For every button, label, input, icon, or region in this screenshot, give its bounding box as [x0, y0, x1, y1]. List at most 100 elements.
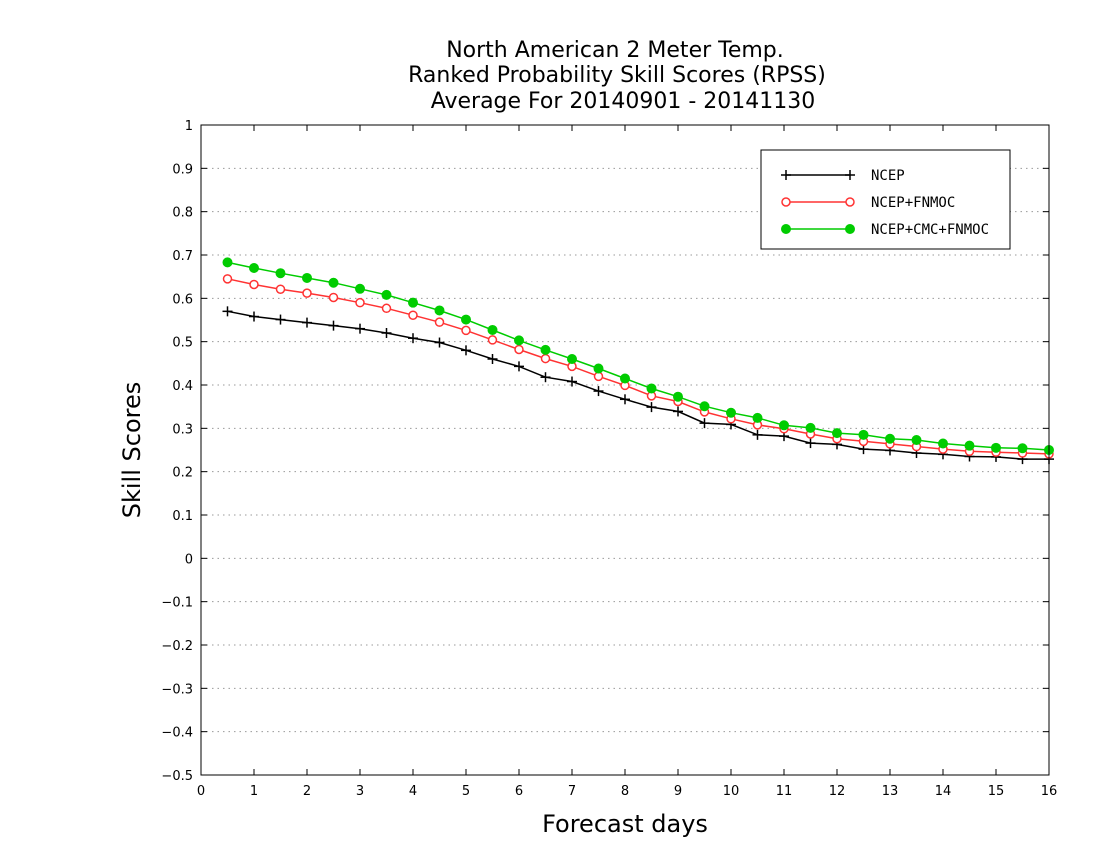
- series-ncep: [222, 306, 1054, 465]
- y-tick-label: 0.2: [172, 466, 193, 481]
- legend-entry: NCEP: [781, 168, 905, 184]
- chart-title-line: Average For 20140901 - 20141130: [431, 89, 816, 114]
- data-point: [540, 344, 551, 355]
- series-ncep-cmc-fnmoc: [222, 257, 1054, 455]
- legend-marker: [781, 197, 791, 207]
- data-point: [461, 325, 471, 336]
- x-tick-label: 2: [303, 784, 311, 799]
- data-point: [1017, 443, 1028, 454]
- data-point: [752, 429, 763, 440]
- y-axis-title: Skill Scores: [118, 382, 146, 519]
- y-tick-label: 0.5: [172, 336, 193, 351]
- data-point: [302, 317, 312, 328]
- x-tick-label: 13: [882, 784, 899, 799]
- y-tick-label: −0.5: [161, 769, 193, 784]
- data-point: [302, 272, 312, 283]
- x-tick-label: 6: [515, 784, 523, 799]
- data-point: [408, 310, 418, 320]
- data-point: [620, 394, 630, 405]
- y-tick-label: 0.9: [172, 162, 193, 177]
- x-tick-label: 1: [250, 784, 258, 799]
- series-line: [227, 261, 1050, 451]
- data-point: [514, 335, 524, 346]
- data-point: [938, 438, 948, 449]
- data-point: [832, 428, 842, 439]
- data-point: [249, 279, 259, 290]
- data-point: [858, 429, 869, 440]
- legend-marker: [845, 170, 855, 180]
- legend-marker: [845, 197, 855, 207]
- data-point: [381, 289, 392, 300]
- data-point: [567, 376, 577, 387]
- data-point: [646, 402, 657, 413]
- y-tick-label: 0.7: [172, 249, 193, 264]
- legend-entry: NCEP+CMC+FNMOC: [781, 222, 989, 238]
- x-tick-label: 5: [462, 784, 470, 799]
- data-point: [355, 323, 365, 334]
- data-point: [434, 305, 445, 316]
- grid-layer: [201, 167, 1049, 733]
- y-tick-label: −0.3: [161, 682, 193, 697]
- series-ncep-fnmoc: [222, 274, 1054, 459]
- x-tick-label: 8: [621, 784, 629, 799]
- chart-title: North American 2 Meter Temp.Ranked Proba…: [408, 38, 826, 114]
- data-point: [434, 317, 445, 327]
- x-tick-label: 16: [1041, 784, 1058, 799]
- y-tick-label: 0.8: [172, 206, 193, 221]
- data-point: [222, 306, 233, 317]
- x-tick-label: 14: [935, 784, 952, 799]
- data-point: [964, 440, 975, 451]
- x-tick-label: 3: [356, 784, 364, 799]
- data-point: [699, 401, 710, 412]
- x-tick-label: 15: [988, 784, 1005, 799]
- legend-box: [760, 149, 1011, 250]
- chart-title-line: Ranked Probability Skill Scores (RPSS): [408, 63, 826, 88]
- y-tick-label: 0.6: [172, 292, 193, 307]
- data-point: [514, 344, 524, 355]
- data-point: [222, 257, 233, 268]
- y-tick-label: 0.1: [172, 509, 193, 524]
- data-point: [355, 283, 365, 294]
- data-point: [540, 372, 551, 383]
- data-point: [275, 268, 286, 279]
- data-point: [514, 361, 524, 372]
- data-point: [355, 297, 365, 308]
- tick-layer: −0.5 −0.4 −0.3 −0.2 −0.1 0 0.1 0.2 0.3 0.4 0.5 0.6 0…: [161, 119, 1057, 799]
- data-point: [752, 412, 763, 423]
- data-point: [487, 324, 498, 335]
- data-point: [275, 284, 286, 294]
- data-point: [328, 320, 339, 331]
- data-point: [885, 433, 895, 444]
- x-tick-label: 12: [829, 784, 846, 799]
- data-point: [381, 328, 392, 338]
- y-tick-label: −0.4: [161, 726, 193, 741]
- data-point: [805, 438, 816, 449]
- x-tick-label: 0: [197, 784, 205, 799]
- data-point: [673, 391, 683, 402]
- x-axis-title: Forecast days: [542, 810, 708, 838]
- x-tick-label: 11: [776, 784, 793, 799]
- y-tick-label: 0.3: [172, 422, 193, 437]
- x-tick-label: 4: [409, 784, 417, 799]
- data-point: [249, 311, 259, 322]
- data-point: [434, 337, 445, 348]
- data-point: [487, 335, 498, 345]
- data-point: [646, 383, 657, 394]
- data-point: [567, 354, 577, 364]
- x-tick-label: 10: [723, 784, 740, 799]
- series-layer: [222, 257, 1054, 465]
- data-point: [461, 314, 471, 325]
- data-point: [593, 371, 604, 382]
- data-point: [461, 345, 471, 356]
- data-point: [779, 420, 789, 431]
- data-point: [222, 274, 233, 284]
- legend-label: NCEP: [871, 168, 905, 184]
- x-tick-label: 7: [568, 784, 576, 799]
- x-tick-label: 9: [674, 784, 682, 799]
- data-point: [593, 363, 604, 374]
- y-tick-label: −0.1: [161, 596, 193, 611]
- legend-label: NCEP+FNMOC: [871, 195, 955, 211]
- data-point: [408, 333, 418, 344]
